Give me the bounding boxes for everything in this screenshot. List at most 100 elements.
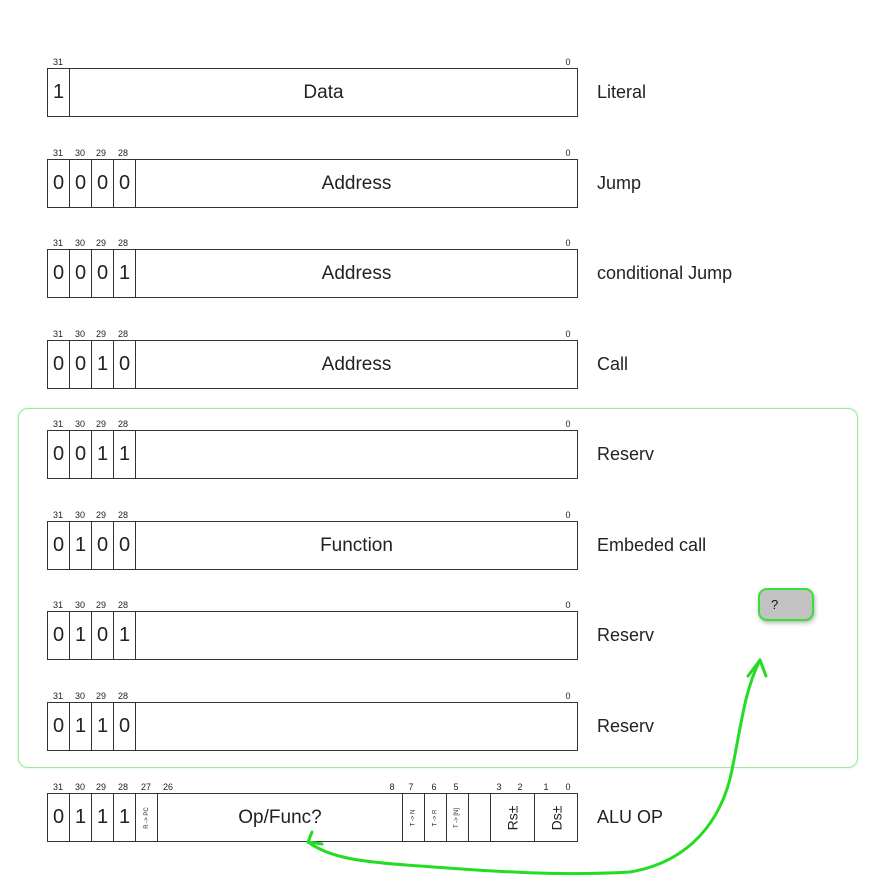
bit-cell: 0 — [92, 160, 114, 207]
bit-tick: 28 — [117, 329, 129, 339]
bit-tick: 6 — [431, 782, 437, 792]
bit-tick: 31 — [52, 419, 64, 429]
rs-field: Rs± — [491, 794, 535, 841]
bit-cell: 1 — [70, 794, 92, 841]
instruction-row: 31 30 29 28 0 0 1 0 0 Function Embeded call — [0, 510, 885, 580]
bit-cell: 0 — [48, 794, 70, 841]
bit-cell: 1 — [114, 431, 136, 478]
instruction-word: 0 0 0 0 Address — [47, 159, 578, 208]
bit-tick: 28 — [117, 238, 129, 248]
bit-cell: 1 — [92, 703, 114, 750]
bit-tick: 29 — [95, 238, 107, 248]
bit-tick: 0 — [565, 148, 571, 158]
t-to-n-bit: T -> N — [403, 794, 425, 841]
bit-tick: 28 — [117, 691, 129, 701]
bit-cell: 1 — [70, 703, 92, 750]
ds-field: Ds± — [547, 805, 564, 830]
bit-cell: 0 — [92, 522, 114, 569]
bit-cell: 0 — [92, 250, 114, 297]
instruction-word: 0 1 0 0 Function — [47, 521, 578, 570]
bit-tick: 31 — [52, 329, 64, 339]
bit-tick: 0 — [565, 329, 571, 339]
instruction-row: 31 0 1 Data Literal — [0, 57, 885, 127]
bit-tick: 29 — [95, 691, 107, 701]
bit-tick: 31 — [52, 691, 64, 701]
operand-field: Data — [303, 81, 344, 103]
instruction-name: Reserv — [597, 444, 655, 464]
bit-cell: 1 — [114, 250, 136, 297]
instruction-row: 31 30 29 28 0 0 0 0 0 Address Jump — [0, 148, 885, 218]
bit-tick: 29 — [95, 329, 107, 339]
bit-tick: 0 — [565, 57, 571, 67]
bit-cell: 0 — [48, 341, 70, 388]
bit-cell: 0 — [48, 250, 70, 297]
bit-tick: 3 — [496, 782, 502, 792]
instruction-row: 31 30 29 28 0 0 0 1 0 Address Call — [0, 329, 885, 399]
instruction-name: Embeded call — [597, 535, 707, 555]
bit-cell: 1 — [92, 341, 114, 388]
operand-field: Address — [321, 172, 392, 194]
instruction-name: Call — [597, 354, 629, 374]
bit-tick: 30 — [74, 419, 86, 429]
bit-cell: 0 — [92, 612, 114, 659]
bit-tick: 31 — [52, 510, 64, 520]
bit-tick: 29 — [95, 419, 107, 429]
bit-tick: 0 — [565, 600, 571, 610]
bit-tick: 28 — [117, 148, 129, 158]
bit-tick: 27 — [140, 782, 152, 792]
bit-cell: 0 — [48, 612, 70, 659]
reserved-group-outline — [18, 408, 858, 768]
bit-tick: 8 — [389, 782, 395, 792]
instruction-word: 0 0 0 1 Address — [47, 249, 578, 298]
bit-cell: 1 — [92, 431, 114, 478]
bit-cell: 0 — [114, 522, 136, 569]
instruction-name: conditional Jump — [597, 263, 733, 283]
bit-tick: 30 — [74, 600, 86, 610]
bit-cell: 1 — [114, 612, 136, 659]
bit-cell: 1 — [114, 794, 136, 841]
bit-tick: 31 — [52, 600, 64, 610]
bit-tick: 30 — [74, 782, 86, 792]
bit-cell: 0 — [70, 160, 92, 207]
bit-tick: 30 — [74, 148, 86, 158]
instruction-name: ALU OP — [597, 807, 664, 827]
bit-tick: 7 — [408, 782, 414, 792]
bit-tick: 30 — [74, 510, 86, 520]
bit-cell: 0 — [114, 341, 136, 388]
bit-tick: 30 — [74, 691, 86, 701]
bit-tick: 0 — [565, 419, 571, 429]
operand-field: Address — [321, 262, 392, 284]
bit-tick: 0 — [565, 782, 571, 792]
alu-op-row: 31 30 29 28 27 26 8 7 6 5 3 2 1 0 0 1 1 … — [0, 782, 885, 852]
op-func-field: Op/Func? — [158, 794, 403, 841]
r-to-pc-bit: R -> PC — [136, 794, 158, 841]
instruction-row: 31 30 29 28 0 0 0 0 1 Address conditional Jump — [0, 238, 885, 308]
instruction-row: 31 30 29 28 0 0 1 0 1 Reserv — [0, 600, 885, 670]
unused-bit — [469, 794, 491, 841]
operand-field: Address — [321, 353, 392, 375]
instruction-name: Literal — [597, 82, 647, 102]
bit-cell: 1 — [70, 522, 92, 569]
bit-tick: 28 — [117, 419, 129, 429]
bit-tick: 30 — [74, 329, 86, 339]
question-note[interactable]: ? — [758, 588, 814, 621]
bit-cell: 1 — [48, 69, 70, 116]
bit-cell: 0 — [70, 250, 92, 297]
bit-cell: 0 — [70, 341, 92, 388]
bit-tick: 28 — [117, 782, 129, 792]
instruction-row: 31 30 29 28 0 0 0 1 1 Reserv — [0, 419, 885, 489]
bit-tick: 31 — [52, 57, 64, 67]
bit-tick: 5 — [453, 782, 459, 792]
bit-cell: 0 — [48, 431, 70, 478]
instruction-name: Reserv — [597, 625, 655, 645]
t-to-r-bit: T -> R — [425, 794, 447, 841]
t-to-n-mem-bit: T -> [N] — [447, 794, 469, 841]
bit-tick: 29 — [95, 510, 107, 520]
bit-cell: 0 — [70, 431, 92, 478]
bit-tick: 31 — [52, 782, 64, 792]
instruction-name: Jump — [597, 173, 642, 193]
bit-tick: 1 — [543, 782, 549, 792]
bit-cell: 0 — [48, 522, 70, 569]
instruction-word: 1 Data — [47, 68, 578, 117]
